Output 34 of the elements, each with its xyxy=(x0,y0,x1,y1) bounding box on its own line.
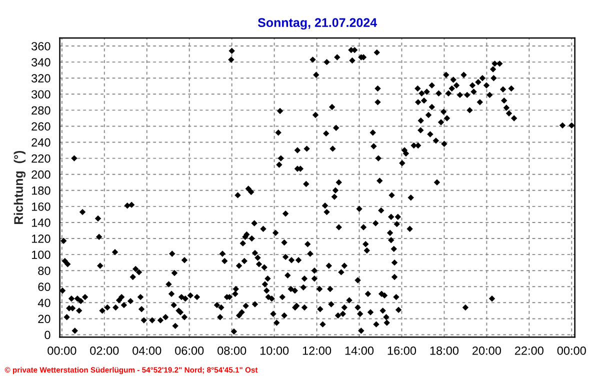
x-tick-label: 12:00 xyxy=(302,346,332,355)
y-tick-label: 260 xyxy=(32,122,50,131)
x-tick-label: 06:00 xyxy=(175,346,204,355)
x-tick-label: 18:00 xyxy=(430,346,459,355)
x-tick-label: 02:00 xyxy=(90,346,119,355)
y-tick-label: 300 xyxy=(32,90,50,99)
x-tick-label: 04:00 xyxy=(132,346,162,355)
y-tick-label: 120 xyxy=(32,234,50,243)
x-tick-label: 22:00 xyxy=(514,346,544,355)
y-tick-label: 340 xyxy=(32,58,50,66)
y-tick-label: 40 xyxy=(38,298,50,308)
y-axis-title: Richtung (°) xyxy=(14,150,26,224)
x-tick-label: 00:00 xyxy=(48,346,76,355)
y-tick-label: 0 xyxy=(44,330,50,340)
y-tick-label: 280 xyxy=(32,106,50,115)
chart-title: Sonntag, 21.07.2024 xyxy=(258,18,377,30)
y-tick-label: 320 xyxy=(32,74,50,83)
y-tick-label: 60 xyxy=(38,282,50,292)
y-tick-label: 200 xyxy=(32,170,50,179)
y-tick-label: 360 xyxy=(32,42,50,50)
y-tick-label: 240 xyxy=(32,138,50,147)
y-tick-label: 160 xyxy=(32,202,50,211)
x-tick-label: 10:00 xyxy=(260,346,289,355)
y-tick-label: 140 xyxy=(32,218,50,227)
x-tick-label: 20:00 xyxy=(472,346,501,355)
x-tick-label: 14:00 xyxy=(345,346,374,355)
y-tick-label: 100 xyxy=(32,250,50,259)
y-tick-label: 80 xyxy=(38,266,50,275)
y-tick-label: 180 xyxy=(32,186,50,195)
x-tick-label: 00:00 xyxy=(557,346,586,355)
x-tick-label: 16:00 xyxy=(388,346,416,355)
y-tick-label: 20 xyxy=(38,314,50,324)
y-tick-label: 220 xyxy=(32,154,50,163)
x-tick-label: 08:00 xyxy=(218,346,246,355)
